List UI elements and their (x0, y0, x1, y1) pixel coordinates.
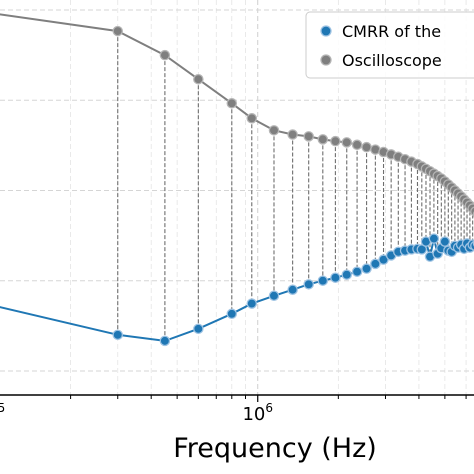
x-tick-label: 106 (242, 401, 273, 425)
data-point (317, 134, 329, 145)
legend-marker (320, 25, 332, 37)
data-point (370, 258, 381, 270)
legend-label: CMRR of the (342, 22, 441, 41)
drop-lines (117, 31, 474, 341)
data-point (416, 244, 428, 255)
legend-box (305, 11, 474, 79)
data-point (226, 308, 238, 320)
data-point (317, 275, 329, 286)
data-point (361, 141, 372, 153)
data-point (159, 49, 171, 61)
data-point (268, 125, 280, 136)
data-point (341, 137, 352, 148)
legend-label: Oscilloscope (342, 51, 442, 70)
x-tick-label: 105 (0, 401, 5, 425)
ticks: 105 106 (0, 395, 467, 425)
data-point (246, 298, 258, 309)
data-point (193, 73, 204, 85)
data-point (303, 279, 314, 290)
data-point (268, 290, 280, 302)
data-point (361, 263, 372, 274)
series-1 (0, 233, 474, 347)
data-point (112, 329, 123, 341)
data-point (246, 113, 258, 124)
data-point (351, 139, 363, 151)
data-point (226, 98, 238, 109)
series-2 (0, 13, 474, 218)
x-axis-label: Frequency (Hz) (173, 433, 377, 464)
legend: CMRR of the Oscilloscope (305, 11, 474, 79)
series-layer (0, 13, 474, 347)
data-point (159, 335, 171, 347)
legend-marker (320, 54, 332, 66)
data-point (330, 272, 341, 283)
data-point (330, 135, 341, 147)
data-point (341, 269, 352, 280)
data-point (428, 233, 440, 244)
data-point (287, 129, 298, 140)
data-point (193, 323, 204, 335)
data-point (287, 284, 298, 295)
grid (0, 0, 474, 395)
data-point (303, 131, 314, 142)
data-point (351, 266, 363, 277)
data-point (112, 25, 123, 37)
data-point (439, 236, 451, 247)
